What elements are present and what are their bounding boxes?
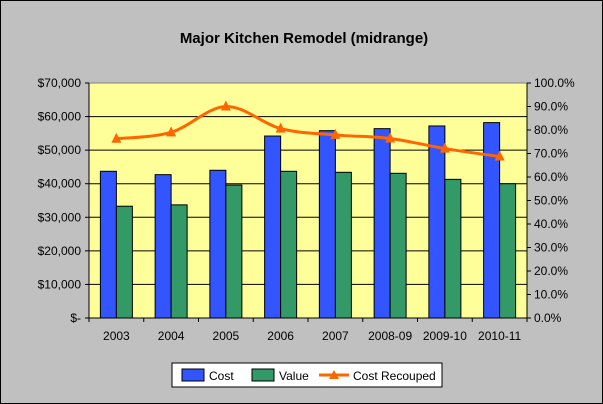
right-tick-label: 50.0%: [534, 194, 568, 208]
left-axis: $- $10,000 $20,000 $30,000 $40,000 $50,000 $60…: [38, 76, 90, 325]
cost-recouped-point: [166, 126, 177, 137]
bar-cost: [154, 174, 172, 319]
left-tick-label: $-: [70, 311, 81, 325]
x-tick-label: 2007: [322, 329, 349, 343]
left-tick-label: $70,000: [38, 76, 82, 90]
x-tick-label: 2010-11: [478, 329, 521, 343]
cost-recouped-point: [330, 128, 341, 139]
bar-cost: [99, 170, 117, 319]
x-tick-label: 2005: [213, 329, 240, 343]
right-tick-label: 30.0%: [534, 241, 568, 255]
right-tick-label: 20.0%: [534, 264, 568, 278]
left-tick-label: $60,000: [38, 110, 82, 124]
legend: Cost Value Cost Recouped: [171, 362, 443, 388]
bar-cost: [264, 135, 282, 319]
bar-value: [499, 183, 517, 319]
legend-label-value: Value: [279, 369, 309, 383]
legend-triangle-marker: [329, 370, 339, 379]
legend-label-cost-recouped: Cost Recouped: [353, 369, 436, 383]
legend-swatch-value: [251, 368, 275, 382]
bar-value: [170, 204, 188, 319]
cost-recouped-point: [494, 150, 505, 161]
left-tick-label: $20,000: [38, 244, 82, 258]
chart-title: Major Kitchen Remodel (midrange): [180, 30, 428, 47]
left-tick-label: $40,000: [38, 177, 82, 191]
bar-cost: [209, 169, 227, 319]
legend-swatch-cost: [181, 368, 205, 382]
bar-value: [389, 172, 407, 319]
legend-box: [171, 362, 443, 388]
bar-value: [280, 170, 298, 319]
bar-value: [115, 205, 133, 319]
bar-cost: [373, 128, 391, 319]
x-tick-label: 2009-10: [423, 329, 467, 343]
x-tick-label: 2008-09: [368, 329, 412, 343]
x-tick-label: 2004: [158, 329, 185, 343]
cost-recouped-point: [220, 100, 231, 111]
bar-value: [225, 184, 243, 319]
right-tick-label: 80.0%: [534, 123, 568, 137]
bar-value: [444, 178, 462, 319]
right-axis: 0.0% 10.0% 20.0% 30.0% 40.0% 50.0% 60.0% 70.0% 8…: [526, 76, 575, 325]
right-tick-label: 10.0%: [534, 288, 568, 302]
left-tick-label: $50,000: [38, 143, 82, 157]
bar-cost: [483, 122, 501, 319]
bars: [99, 122, 517, 319]
bar-value: [334, 171, 352, 319]
right-tick-label: 60.0%: [534, 170, 568, 184]
cost-recouped-line: [111, 100, 505, 161]
x-axis: 2003 2004 2005 2006 2007 2008-09 2009-10 2010-1…: [88, 317, 528, 343]
right-tick-label: 70.0%: [534, 147, 568, 161]
cost-recouped-point: [385, 132, 396, 143]
left-tick-label: $30,000: [38, 210, 82, 224]
right-tick-label: 0.0%: [534, 311, 562, 325]
x-tick-label: 2006: [267, 329, 294, 343]
cost-recouped-point: [439, 142, 450, 153]
left-tick-label: $10,000: [38, 277, 82, 291]
legend-label-cost: Cost: [209, 369, 234, 383]
right-tick-label: 100.0%: [534, 76, 575, 90]
bar-cost: [318, 130, 336, 319]
cost-recouped-point: [275, 122, 286, 133]
cost-recouped-path: [116, 104, 500, 159]
cost-recouped-point: [111, 132, 122, 143]
bar-cost: [428, 125, 446, 319]
right-tick-label: 40.0%: [534, 217, 568, 231]
x-tick-label: 2003: [103, 329, 130, 343]
right-tick-label: 90.0%: [534, 100, 568, 114]
